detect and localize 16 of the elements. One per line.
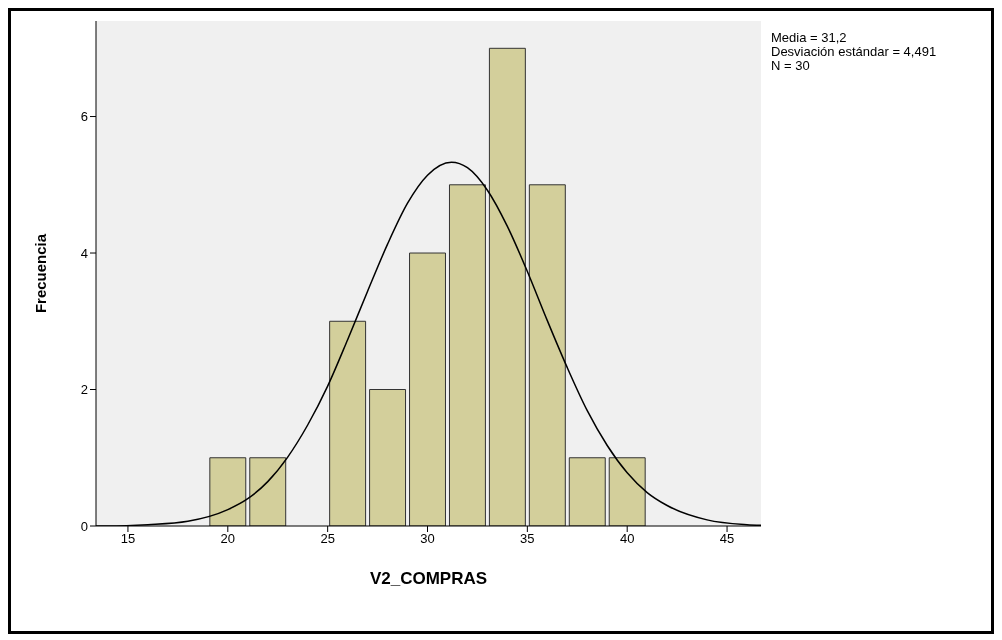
y-tick-label: 4 [80,245,88,261]
text: Desviación estándar = 4,491 [771,44,937,59]
x-tick-label: 45 [719,531,735,547]
x-tick-label: 25 [320,531,335,547]
y-tick-label: 0 [80,518,88,534]
text: N = 30 [771,58,811,73]
y-axis-title: Frecuencia [32,233,50,314]
y-tick-label: 2 [80,382,88,398]
x-tick-label: 40 [619,531,635,547]
x-tick-label: 35 [520,531,535,547]
x-axis-title: V2_COMPRAS [369,569,488,588]
x-tick-label: 30 [420,531,435,547]
y-tick-label: 6 [80,109,88,125]
text: Media = 31,2 [771,30,848,45]
x-tick-label: 20 [220,531,236,547]
x-tick-label: 15 [120,531,136,547]
